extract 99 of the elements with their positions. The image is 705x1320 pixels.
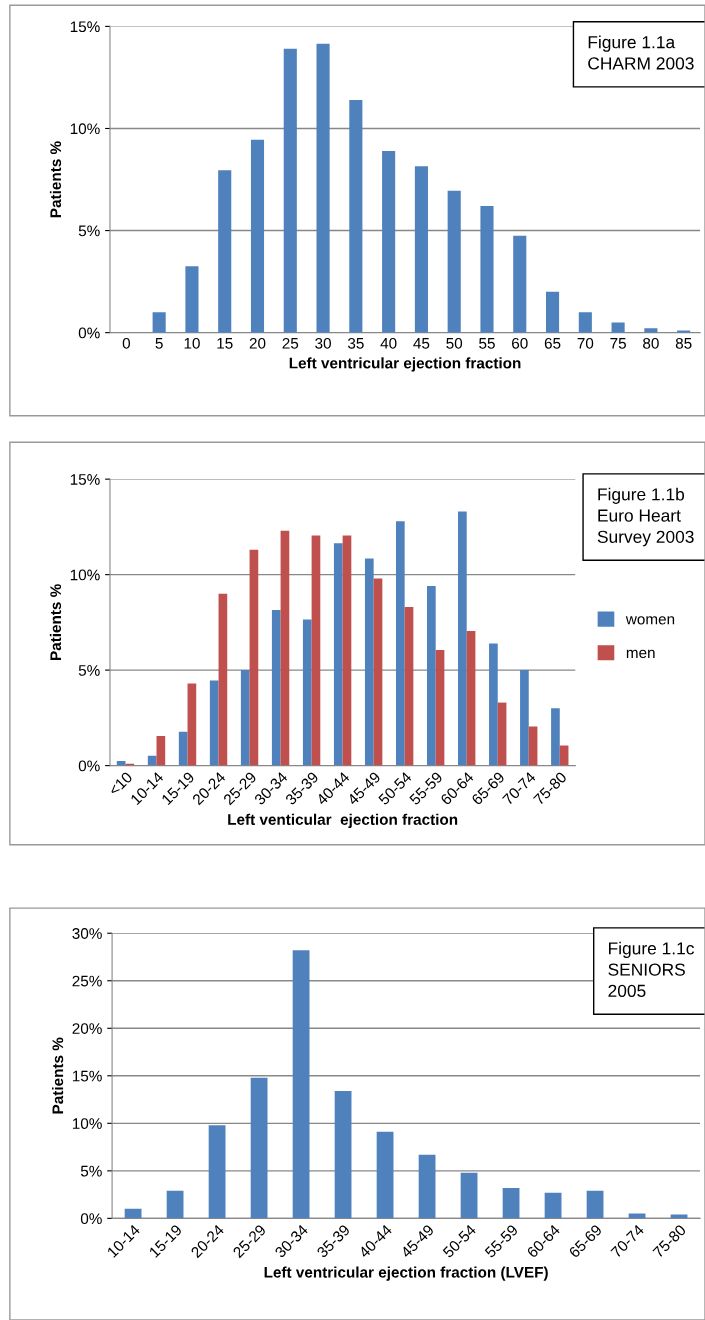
bar (435, 650, 445, 766)
x-tick-label: 10 (184, 337, 200, 349)
bar (240, 670, 250, 766)
bar (545, 291, 560, 333)
bar (333, 543, 343, 766)
y-tick-label: 5% (78, 665, 100, 676)
x-tick-label: <10 (107, 771, 133, 797)
x-tick-label: 35 (347, 337, 364, 349)
x-tick-label: 5 (155, 338, 163, 349)
bar (364, 558, 374, 766)
x-tick-label: 40 (380, 337, 397, 349)
bar (147, 755, 157, 766)
y-tick-label: 0% (78, 327, 100, 339)
y-tick-label: 20% (72, 1023, 102, 1034)
y-axis-title: Patients % (49, 141, 62, 218)
y-tick-label: 15% (70, 474, 100, 485)
y-axis-title: Patients % (52, 1037, 64, 1114)
y-tick-label: 0% (80, 1213, 102, 1225)
x-tick-label: 85 (675, 337, 692, 349)
bar (427, 586, 436, 766)
bar (404, 607, 414, 766)
x-tick-label: 65 (544, 337, 561, 349)
bar (316, 43, 330, 333)
bar (513, 235, 527, 333)
bar (611, 322, 625, 333)
x-tick-label: 0 (122, 337, 131, 349)
bar (271, 609, 281, 766)
x-tick-label: 20 (249, 337, 266, 349)
bar (544, 1192, 562, 1219)
y-tick-label: 5% (80, 1165, 102, 1177)
bar (342, 535, 352, 766)
bar (218, 593, 228, 766)
bar (489, 643, 498, 766)
bar (480, 206, 494, 333)
bar (447, 190, 461, 333)
bar (209, 680, 219, 766)
x-axis-title: Left ventricular ejection fraction (LVEF) (264, 1266, 548, 1281)
x-tick-label: 25 (282, 337, 299, 349)
bar (376, 1131, 394, 1219)
x-tick-label: 30 (315, 337, 331, 349)
bar (311, 535, 321, 766)
y-axis-title: Patients % (49, 584, 62, 660)
bar (414, 166, 428, 333)
bar (418, 1154, 436, 1219)
bar (373, 578, 383, 766)
bar (280, 530, 290, 766)
x-axis-title: Left ventricular ejection fraction (289, 357, 521, 372)
y-tick-label: 5% (78, 225, 100, 237)
bar (497, 702, 507, 766)
x-tick-label: 50 (446, 337, 463, 349)
bar (520, 670, 529, 766)
bar (178, 731, 188, 766)
annotation: Figure 1.1c SENIORS 2005 (608, 941, 694, 997)
bar (218, 170, 232, 333)
bar (283, 48, 297, 333)
bar (292, 950, 310, 1219)
y-tick-label: 25% (72, 975, 102, 987)
bar (395, 521, 405, 766)
bar (152, 312, 166, 333)
y-tick-label: 0% (78, 760, 100, 772)
bar (156, 736, 166, 766)
y-tick-label: 15% (72, 1070, 102, 1082)
bar (460, 1172, 478, 1219)
bar (249, 549, 259, 766)
bar (551, 708, 560, 766)
bar (302, 619, 312, 766)
bar (250, 139, 265, 333)
bar (578, 312, 592, 333)
x-tick-label: 75 (610, 338, 626, 349)
bar (466, 630, 476, 766)
legend-label: women (625, 616, 675, 625)
bar (124, 1208, 142, 1219)
bar (208, 1125, 226, 1219)
legend-label: men (626, 649, 655, 659)
x-tick-label: 60 (512, 337, 528, 349)
y-tick-label: 10% (70, 569, 100, 581)
y-tick-label: 15% (70, 21, 100, 33)
x-tick-label: 80 (643, 337, 659, 349)
annotation: Figure 1.1a CHARM 2003 (588, 35, 694, 70)
y-tick-label: 30% (72, 928, 102, 939)
bar (166, 1190, 184, 1219)
bar (502, 1187, 520, 1219)
x-tick-label: 45 (413, 338, 430, 349)
bar (586, 1190, 604, 1219)
x-tick-label: 15 (217, 338, 233, 349)
bar (349, 99, 363, 333)
y-tick-label: 10% (70, 123, 100, 135)
x-tick-label: 55 (479, 338, 495, 349)
bar (185, 266, 199, 333)
x-tick-label: 70 (577, 337, 594, 349)
bar (334, 1091, 352, 1219)
caption: Figure 1.1b Euro Heart Survey 2003 (597, 487, 694, 547)
bar (250, 1077, 268, 1219)
bar (528, 726, 538, 766)
bar (458, 511, 467, 766)
x-axis-title: Left venticular ejection fraction (228, 813, 458, 828)
bar (382, 150, 396, 333)
y-tick-label: 10% (72, 1118, 102, 1130)
bar (187, 683, 197, 766)
